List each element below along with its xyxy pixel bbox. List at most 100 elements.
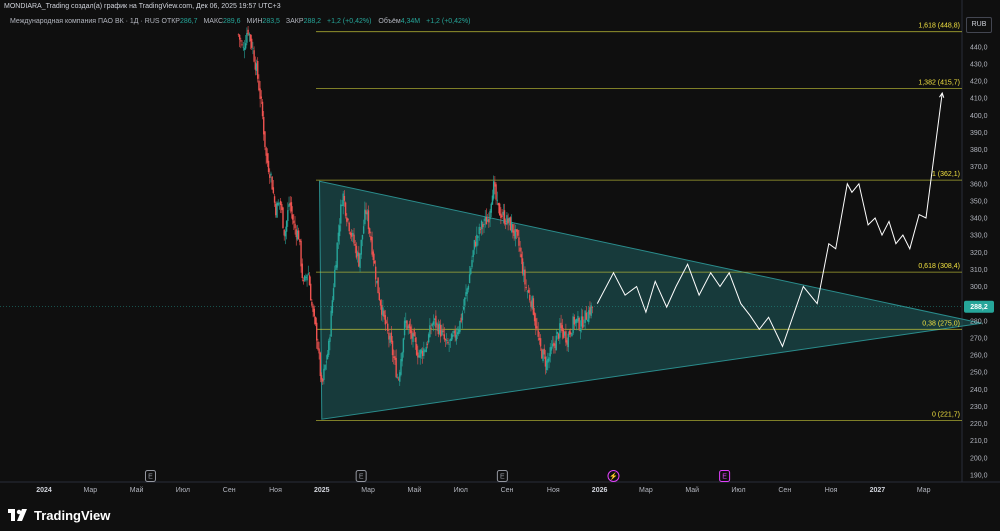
candle-body [395,357,397,378]
candle-body [370,236,372,241]
candle-body [491,195,494,205]
candle-body [466,288,468,295]
candle-body [480,220,483,230]
price-tick-label: 280,0 [970,318,988,325]
currency-button[interactable]: RUB [966,17,992,33]
candle-body [563,331,566,336]
candle-body [489,210,491,220]
candle-body [486,219,489,222]
tradingview-logo[interactable]: TradingView [8,508,110,523]
time-tick-label: Июл [176,487,190,494]
fibonacci-levels[interactable]: 1,618 (448,8) 1,382 (415,7) 1 (362,1) 0,618… [316,23,962,421]
candle-body [343,195,346,201]
candle-body [523,269,525,276]
earnings-event-marker[interactable]: ⚡ [607,470,620,482]
close-value: 288,2 [303,18,322,25]
candle-body [507,218,509,224]
price-change: +1,2 (+0,42%) [327,18,372,25]
candle-body [299,239,301,242]
candle-body [311,301,313,306]
time-tick-label: 2026 [592,487,608,494]
earnings-event-marker[interactable]: E [719,470,731,482]
high-value: 289,6 [223,18,241,25]
candle-body [376,280,378,283]
candle-body [542,349,544,362]
candle-body [314,316,317,325]
time-tick-label: Сен [223,487,236,494]
candle-body [525,286,527,289]
candle-body [572,316,574,334]
candlestick-series[interactable] [237,25,594,386]
earnings-event-marker[interactable]: E [144,470,156,482]
candle-body [340,204,342,224]
candle-body [301,263,303,278]
candle-body [389,335,391,343]
candle-body [577,315,579,322]
candle-body [336,242,338,268]
candle-body [240,40,242,42]
projection-path[interactable] [596,92,943,348]
candle-body [431,324,433,326]
candle-body [326,353,329,360]
candle-body [543,348,545,355]
candle-body [237,34,240,36]
candle-body [483,223,485,225]
candle-body [408,323,411,329]
candle-body [372,251,374,261]
time-tick-label: Май [130,486,144,494]
time-axis[interactable]: 2024 Мар Май Июл Сен Ноя 2025 Мар Май Июл Сен Ноя 20… [36,486,930,494]
candle-body [517,230,519,236]
open-value: 286,7 [179,18,198,25]
candle-body [289,202,291,206]
earnings-event-marker[interactable]: E [496,470,508,482]
candle-body [296,230,299,240]
candle-body [549,347,551,357]
candle-body [406,320,408,329]
candle-body [538,338,541,340]
candle-body [526,291,529,293]
candle-body [443,334,446,340]
candle-body [403,320,406,336]
candle-body [338,225,341,237]
candle-body [515,229,518,232]
close-label: ЗАКР [285,18,304,25]
price-axis[interactable]: 190,0 200,0 210,0 220,0 230,0 240,0 250,0 260,0… [970,44,988,479]
candle-body [320,375,323,380]
candle-body [368,228,371,234]
candle-body [532,298,535,315]
candle-body [444,339,447,341]
candle-body [309,283,312,301]
triangle-pattern[interactable] [318,180,982,420]
candle-body [384,315,387,325]
candle-body [541,349,543,359]
candle-body [430,327,432,329]
candle-body [341,205,343,207]
candle-body [421,350,424,357]
candle-body [365,210,367,214]
candle-body [456,332,459,335]
candle-body [241,44,243,46]
earnings-event-marker[interactable]: E [355,470,367,482]
instrument-name[interactable]: Международная компания ПАО ВК · 1Д · RUS [10,18,160,25]
candle-body [266,153,269,163]
candle-body [435,315,437,328]
candle-body [590,305,592,316]
candle-body [294,223,296,229]
open-label: ОТКР [161,18,180,25]
fib-label: 1,618 (448,8) [918,23,960,30]
price-tick-label: 390,0 [970,130,988,137]
time-tick-label: Май [408,486,422,494]
candle-body [394,356,396,360]
event-marker-label: E [500,474,505,481]
candle-body [388,332,390,340]
price-tick-label: 440,0 [970,44,988,51]
event-box [719,470,731,482]
candle-body [307,273,309,275]
candle-body [583,325,585,327]
event-marker-label: E [722,474,727,481]
candle-body [387,323,389,331]
candle-body [373,260,376,264]
candle-body [506,215,508,225]
candle-body [485,216,488,225]
